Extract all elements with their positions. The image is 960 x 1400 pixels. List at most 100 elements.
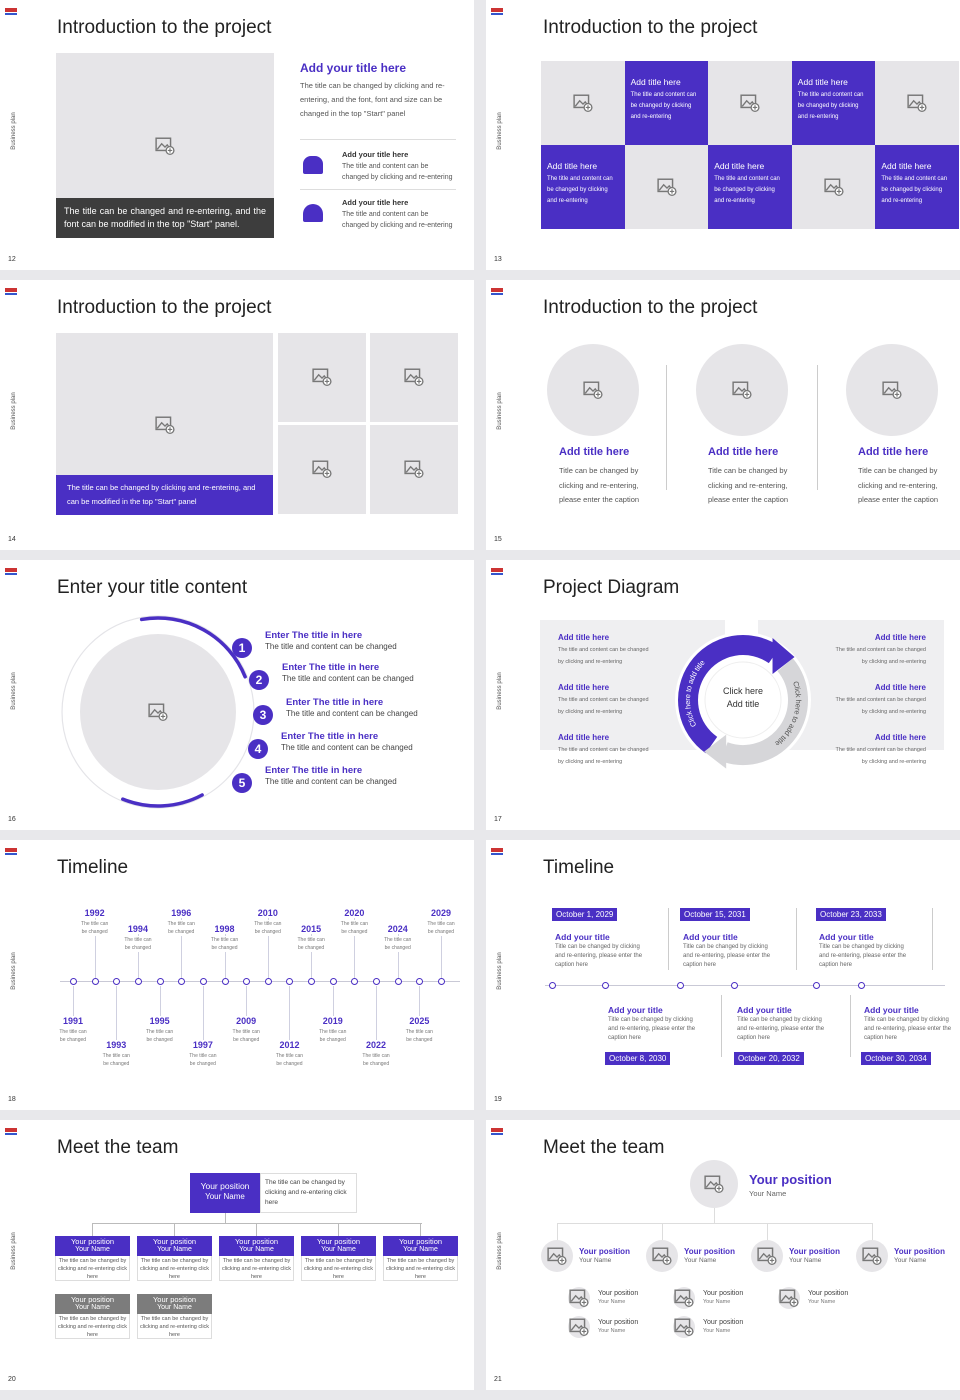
lead-text-box [260, 1173, 357, 1213]
item-title: Add title here [874, 683, 926, 692]
slide-title: Meet the team [543, 1137, 665, 1158]
position: Your position [70, 1295, 115, 1304]
timeline-dot [351, 978, 359, 985]
item-title: Enter The title in here [281, 731, 379, 742]
side-label: Business plan [11, 952, 17, 990]
timeline-dot [134, 978, 142, 985]
connector [92, 1223, 422, 1224]
connector [92, 1223, 93, 1236]
person-icon [303, 156, 323, 174]
logo [491, 13, 503, 15]
year: 2022 [356, 1040, 397, 1050]
cell-text: The title and content can be changed by … [714, 176, 780, 204]
connector [767, 1223, 768, 1240]
image-icon [674, 1318, 694, 1336]
cell-title: Add title here [547, 161, 598, 171]
event-text: The title can be changed [101, 1052, 132, 1068]
name: Your Name [598, 1299, 626, 1305]
connector [267, 918, 269, 978]
year: 2009 [226, 1016, 267, 1026]
item-text: The title and content can be changed [286, 709, 418, 718]
position: Your position [316, 1237, 361, 1246]
slide: Business plan 18 Timeline 1991 The title can… [0, 840, 474, 1110]
slide-title: Introduction to the project [543, 297, 758, 318]
cell [708, 145, 792, 229]
cell-text: The title and content can be changed by … [630, 92, 697, 120]
image-icon [155, 137, 175, 155]
position: Your position [234, 1237, 279, 1246]
connector [137, 934, 139, 978]
timeline-dot [199, 978, 207, 985]
logo [5, 568, 17, 572]
image-icon [824, 178, 844, 196]
timeline-dot [221, 978, 229, 985]
position: Your position [703, 1290, 744, 1297]
image-icon [312, 460, 332, 478]
position: Your position [684, 1247, 735, 1256]
item-text: The title and content can be changed [265, 777, 397, 786]
member-text: The title can be changed by clicking and… [221, 1258, 292, 1280]
item-title: Add title here [708, 446, 779, 458]
name: Your Name [205, 1192, 245, 1201]
item-text: The title and content can be changed by … [835, 697, 926, 715]
year: 1992 [74, 908, 115, 918]
timeline-dot [602, 982, 609, 989]
image-icon [732, 381, 752, 399]
image-circle [547, 344, 639, 436]
image-icon [569, 1289, 589, 1307]
name: Your Name [703, 1328, 731, 1334]
image-icon [573, 94, 593, 112]
event-text: The title can be changed [317, 1028, 348, 1044]
caption: The title can be changed by clicking and… [67, 483, 256, 506]
timeline-dot [549, 982, 556, 989]
image-icon [312, 368, 332, 386]
date-badge: October 30, 2034 [861, 1052, 931, 1065]
connector [420, 1223, 421, 1236]
person-icon [303, 204, 323, 222]
timeline-dot [416, 978, 424, 985]
timeline-dot [329, 978, 337, 985]
avatar [646, 1240, 678, 1272]
image-icon [757, 1247, 777, 1265]
position: Your position [598, 1319, 639, 1326]
image-icon [862, 1247, 882, 1265]
event-text: Title can be changed by clicking and re-… [608, 1017, 696, 1041]
connector [668, 908, 669, 970]
slide-title: Timeline [543, 857, 615, 878]
member-header [301, 1236, 376, 1256]
year: 2012 [269, 1040, 310, 1050]
member-text: The title can be changed by clicking and… [57, 1316, 128, 1338]
event-text: The title can be changed [426, 920, 456, 936]
avatar [856, 1240, 888, 1272]
slide: Business plan 16 Enter your title content 1… [0, 560, 474, 830]
side-label: Business plan [11, 1232, 17, 1270]
timeline-dot [813, 982, 820, 989]
timeline-dot [394, 978, 402, 985]
year: 1997 [182, 1040, 223, 1050]
connector [932, 908, 933, 970]
event-text: Title can be changed by clicking and re-… [819, 944, 907, 968]
name: Your Name [75, 1246, 110, 1253]
item-text: The title and content can be changed by … [558, 747, 649, 765]
member-text: The title can be changed by clicking and… [385, 1258, 456, 1280]
name: Your Name [703, 1299, 731, 1305]
slide-title: Meet the team [57, 1137, 179, 1158]
number-badge: 5 [232, 773, 252, 793]
avatar [690, 1160, 738, 1208]
event-text: The title can be changed [296, 936, 327, 952]
slide: Business plan 15 Introduction to the proje… [486, 280, 960, 550]
hub [704, 661, 782, 739]
item-text: Title can be changed by clicking and re-… [559, 466, 640, 504]
cell-text: The title and content can be changed by … [881, 176, 948, 204]
timeline-dot [373, 978, 381, 985]
event-text: The title can be changed [339, 920, 370, 936]
item-title: Add title here [558, 633, 610, 642]
connector [796, 908, 797, 970]
body: The title can be changed by clicking and… [300, 81, 445, 118]
slide-title: Timeline [57, 857, 129, 878]
name: Your Name [894, 1257, 927, 1264]
name: Your Name [157, 1304, 192, 1311]
timeline-dot [677, 982, 684, 989]
logo [491, 293, 503, 295]
